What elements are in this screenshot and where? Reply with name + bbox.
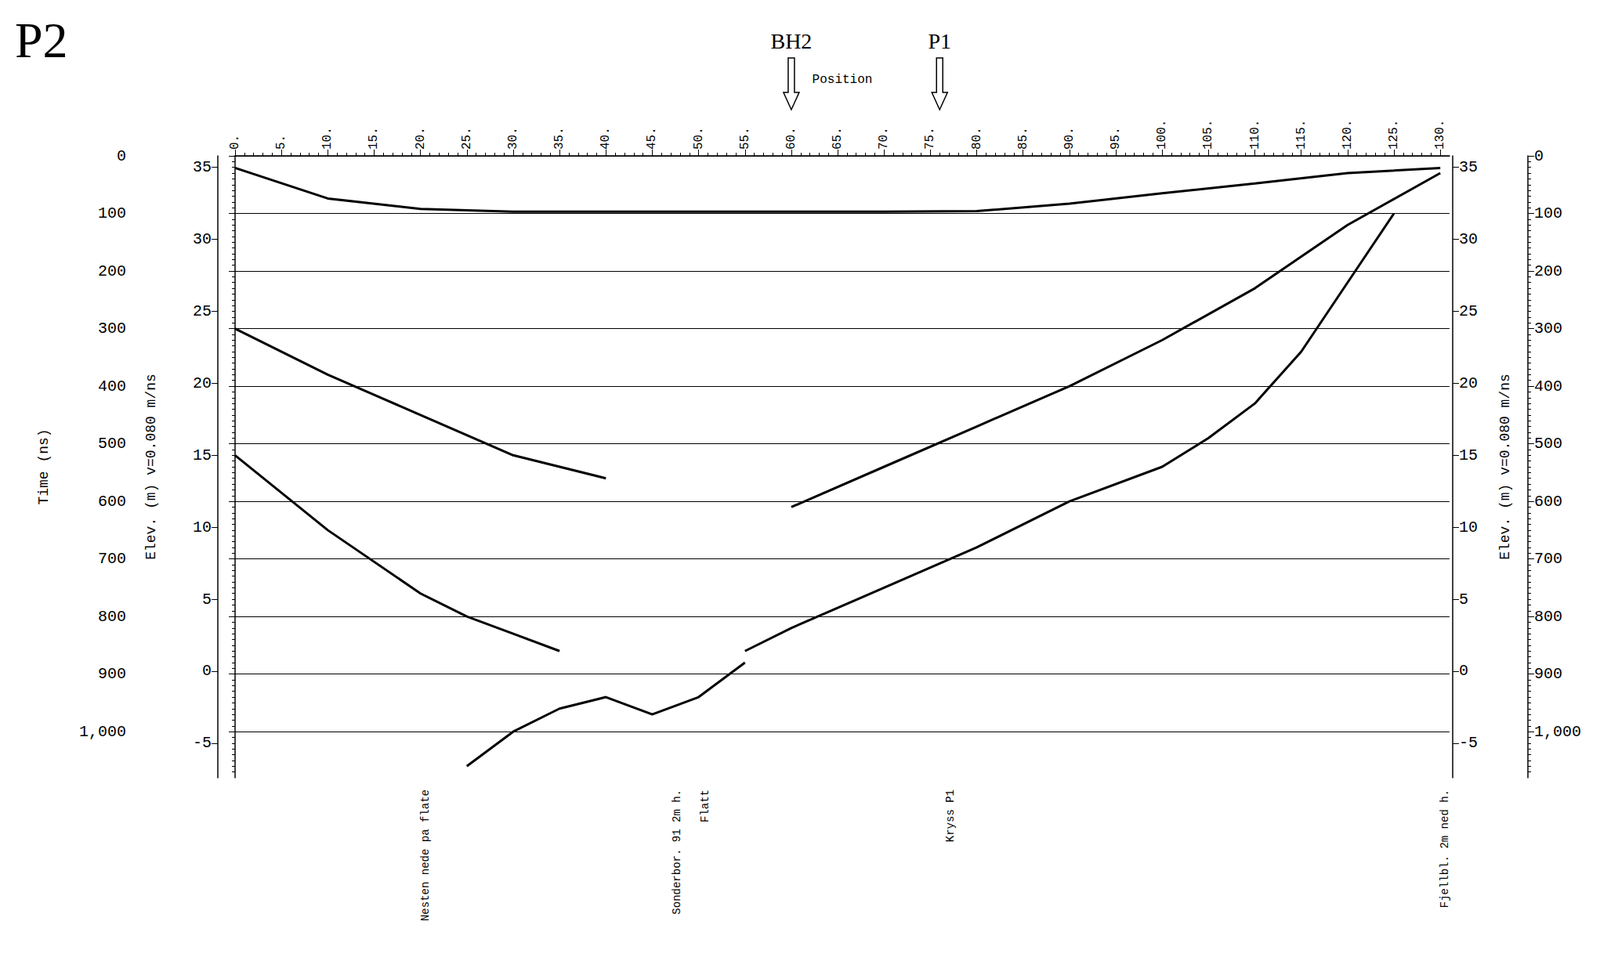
svg-text:30: 30: [192, 230, 212, 249]
svg-text:20: 20: [192, 374, 212, 393]
svg-text:BH2: BH2: [770, 28, 812, 54]
svg-text:15: 15: [1458, 446, 1478, 465]
svg-text:Elev. (m) v=0.080 m/ns: Elev. (m) v=0.080 m/ns: [1497, 373, 1514, 561]
svg-text:5: 5: [1458, 590, 1469, 609]
svg-text:85.: 85.: [1016, 126, 1031, 150]
svg-text:Nesten nede pa flate: Nesten nede pa flate: [419, 789, 432, 922]
svg-text:0.: 0.: [228, 134, 243, 150]
svg-text:800: 800: [1534, 608, 1563, 627]
svg-text:400: 400: [97, 377, 127, 396]
svg-text:-5: -5: [1458, 734, 1478, 753]
svg-text:115.: 115.: [1294, 119, 1309, 150]
svg-text:120.: 120.: [1340, 119, 1355, 150]
svg-text:700: 700: [97, 550, 127, 569]
svg-text:Position: Position: [812, 72, 873, 87]
svg-text:500: 500: [97, 434, 127, 453]
svg-text:600: 600: [97, 492, 127, 511]
svg-text:Fjellbl. 2m ned h.: Fjellbl. 2m ned h.: [1438, 789, 1452, 909]
svg-text:25.: 25.: [459, 126, 475, 150]
svg-text:35.: 35.: [552, 126, 567, 150]
svg-text:60.: 60.: [784, 126, 799, 150]
svg-text:300: 300: [97, 319, 127, 338]
svg-text:15.: 15.: [366, 126, 381, 150]
svg-text:95.: 95.: [1108, 126, 1123, 150]
svg-text:130.: 130.: [1433, 119, 1448, 150]
svg-text:30: 30: [1458, 230, 1478, 249]
svg-text:20: 20: [1458, 374, 1478, 393]
svg-text:800: 800: [97, 608, 127, 627]
svg-text:90.: 90.: [1062, 126, 1077, 150]
svg-text:200: 200: [97, 262, 127, 281]
svg-text:0: 0: [1534, 147, 1544, 166]
svg-text:10: 10: [1458, 518, 1478, 537]
svg-text:300: 300: [1534, 319, 1563, 338]
svg-text:80.: 80.: [970, 126, 985, 150]
svg-text:Time (ns): Time (ns): [36, 428, 52, 505]
svg-text:0: 0: [202, 662, 212, 681]
svg-text:100.: 100.: [1154, 119, 1170, 150]
svg-text:700: 700: [1534, 550, 1563, 569]
svg-text:15: 15: [192, 446, 212, 465]
svg-text:P1: P1: [927, 28, 952, 54]
svg-text:Kryss P1: Kryss P1: [944, 789, 957, 843]
svg-text:50.: 50.: [691, 126, 706, 150]
svg-text:0: 0: [1458, 662, 1469, 681]
svg-text:125.: 125.: [1386, 119, 1401, 150]
svg-text:25: 25: [192, 302, 212, 321]
svg-text:45.: 45.: [644, 126, 659, 150]
svg-text:200: 200: [1534, 262, 1563, 281]
svg-text:5: 5: [202, 590, 212, 609]
svg-text:400: 400: [1534, 377, 1563, 396]
svg-text:105.: 105.: [1201, 119, 1216, 150]
svg-text:P2: P2: [14, 12, 69, 69]
svg-text:25: 25: [1458, 302, 1478, 321]
svg-text:110.: 110.: [1248, 119, 1263, 150]
svg-text:55.: 55.: [738, 126, 753, 150]
svg-text:1,000: 1,000: [1534, 723, 1582, 742]
svg-text:5.: 5.: [274, 134, 289, 150]
svg-text:Flatt: Flatt: [698, 789, 712, 823]
svg-text:Sonderbor. 91 2m h.: Sonderbor. 91 2m h.: [670, 789, 684, 916]
svg-text:100: 100: [1534, 204, 1563, 223]
svg-text:900: 900: [1534, 665, 1563, 684]
svg-text:40.: 40.: [598, 126, 613, 150]
svg-text:Elev. (m) v=0.080 m/ns: Elev. (m) v=0.080 m/ns: [143, 373, 160, 561]
svg-text:1,000: 1,000: [79, 723, 127, 742]
svg-text:900: 900: [97, 665, 127, 684]
svg-text:100: 100: [97, 204, 127, 223]
svg-text:35: 35: [1458, 158, 1478, 177]
svg-text:30.: 30.: [506, 126, 521, 150]
svg-text:10.: 10.: [320, 126, 335, 150]
svg-text:600: 600: [1534, 492, 1563, 511]
svg-text:10: 10: [192, 518, 212, 537]
svg-text:65.: 65.: [830, 126, 845, 150]
svg-text:0: 0: [116, 147, 127, 166]
svg-text:-5: -5: [192, 734, 212, 753]
svg-text:20.: 20.: [413, 126, 428, 150]
svg-text:75.: 75.: [923, 126, 938, 150]
svg-text:35: 35: [192, 158, 212, 177]
svg-text:500: 500: [1534, 434, 1563, 453]
svg-text:70.: 70.: [876, 126, 891, 150]
